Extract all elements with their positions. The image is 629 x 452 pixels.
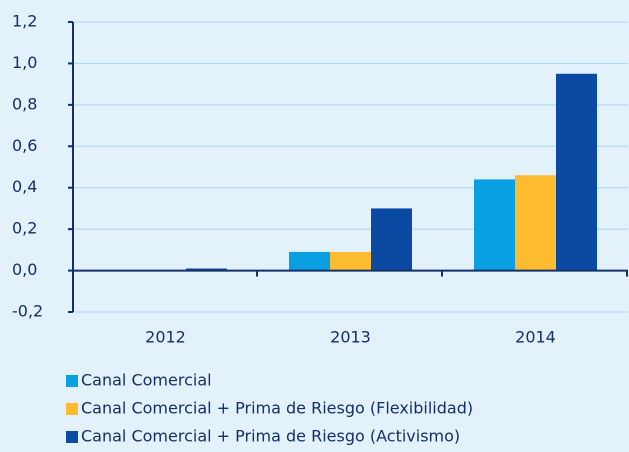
bar [474,179,515,271]
legend-swatch [66,375,78,387]
legend-swatch [66,403,78,415]
bar [330,251,371,271]
y-tick-label: 1,0 [12,53,37,72]
y-tick-label: 0,8 [12,94,37,113]
legend-label: Canal Comercial + Prima de Riesgo (Flexi… [81,399,473,418]
y-tick-label: 0,6 [12,136,37,155]
x-tick-label: 2014 [515,328,556,347]
y-tick-label: -0,2 [12,302,43,321]
x-tick-label: 2013 [330,328,371,347]
bar [186,268,227,271]
bar [289,251,330,271]
y-tick-label: 1,2 [12,12,37,31]
bar [556,73,597,271]
legend-swatch [66,431,78,443]
y-tick-label: 0,2 [12,219,37,238]
bar [515,175,556,271]
y-tick-label: 0,0 [12,260,37,279]
bar [371,208,412,271]
x-tick-label: 2012 [145,328,186,347]
y-tick-label: 0,4 [12,177,37,196]
legend-label: Canal Comercial + Prima de Riesgo (Activ… [81,427,460,446]
legend-label: Canal Comercial [81,371,212,390]
